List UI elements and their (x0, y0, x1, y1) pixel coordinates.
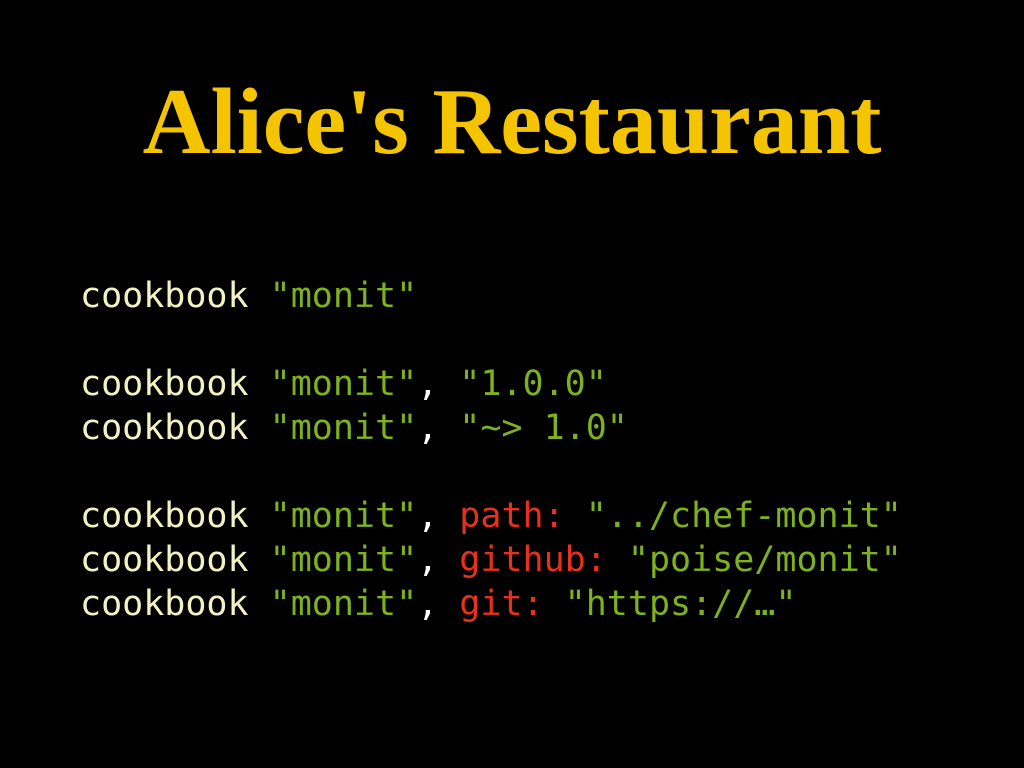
code-token: cookbook (80, 364, 249, 404)
code-token: github: (459, 540, 607, 580)
code-token: "monit" (269, 584, 418, 624)
code-token: , (417, 408, 439, 448)
code-token: "1.0.0" (459, 364, 607, 404)
code-line: cookbook "monit", github: "poise/monit" (80, 538, 902, 582)
code-token: "../chef-monit" (585, 496, 902, 536)
code-token: path: (459, 496, 565, 536)
code-token: cookbook (80, 496, 249, 536)
code-token: "monit" (269, 408, 418, 448)
code-token: git: (459, 584, 544, 624)
code-line: cookbook "monit", "~> 1.0" (80, 406, 902, 450)
code-token: "monit" (269, 496, 418, 536)
code-listing: cookbook "monit" cookbook "monit", "1.0.0" co… (80, 274, 902, 670)
code-line: cookbook "monit", git: "https://…" (80, 582, 902, 626)
code-token: "monit" (269, 276, 418, 316)
code-token: cookbook (80, 276, 249, 316)
code-line: cookbook "monit" (80, 274, 902, 318)
code-token: cookbook (80, 408, 249, 448)
code-token: , (417, 496, 439, 536)
slide-title: Alice's Restaurant (142, 70, 882, 174)
code-token: , (417, 540, 439, 580)
code-block: cookbook "monit", "1.0.0" cookbook "monit", "… (80, 362, 902, 450)
code-token: "https://…" (564, 584, 797, 624)
code-token: "monit" (269, 364, 418, 404)
code-token: , (417, 364, 439, 404)
code-token: cookbook (80, 540, 249, 580)
code-token: "~> 1.0" (459, 408, 628, 448)
code-token: "poise/monit" (627, 540, 902, 580)
code-token: , (417, 584, 439, 624)
code-token: cookbook (80, 584, 249, 624)
code-block: cookbook "monit", path: "../chef-monit" cook… (80, 494, 902, 626)
code-block: cookbook "monit" (80, 274, 902, 318)
code-token: "monit" (269, 540, 418, 580)
code-line: cookbook "monit", "1.0.0" (80, 362, 902, 406)
code-line: cookbook "monit", path: "../chef-monit" (80, 494, 902, 538)
